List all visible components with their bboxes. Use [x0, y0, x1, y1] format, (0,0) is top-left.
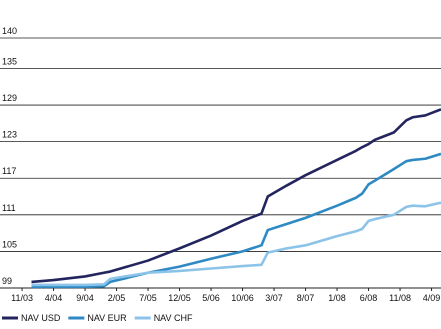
y-tick-label: 111 [2, 203, 16, 213]
y-tick-label: 140 [2, 26, 17, 36]
x-tick-label: 7/05 [139, 293, 157, 303]
x-tick-label: 6/08 [360, 293, 378, 303]
y-tick-label: 105 [2, 239, 17, 249]
legend-label: NAV EUR [87, 313, 127, 323]
line-series [31, 152, 441, 289]
x-tick-label: 12/05 [168, 293, 191, 303]
x-tick-label: 10/06 [231, 293, 254, 303]
line-series [31, 201, 441, 287]
y-tick-label: 117 [2, 166, 16, 176]
x-tick-label: 4/04 [45, 293, 63, 303]
x-tick-label: 3/07 [265, 293, 283, 303]
x-tick-label: 11/03 [11, 293, 33, 303]
y-tick-label: 99 [2, 276, 12, 286]
y-tick-label: 135 [2, 56, 17, 66]
x-tick-label: 2/05 [108, 293, 126, 303]
y-tick-label: 123 [2, 130, 17, 140]
x-tick-label: 8/07 [297, 293, 315, 303]
legend-label: NAV CHF [154, 313, 193, 323]
line-series [31, 108, 441, 284]
legend-label: NAV USD [21, 313, 61, 323]
x-tick-label: 11/08 [389, 293, 411, 303]
x-tick-label: 4/09 [423, 293, 441, 303]
x-tick-label: 9/04 [76, 293, 94, 303]
y-tick-label: 129 [2, 93, 17, 103]
x-tick-label: 1/08 [328, 293, 346, 303]
x-tick-label: 5/06 [202, 293, 220, 303]
